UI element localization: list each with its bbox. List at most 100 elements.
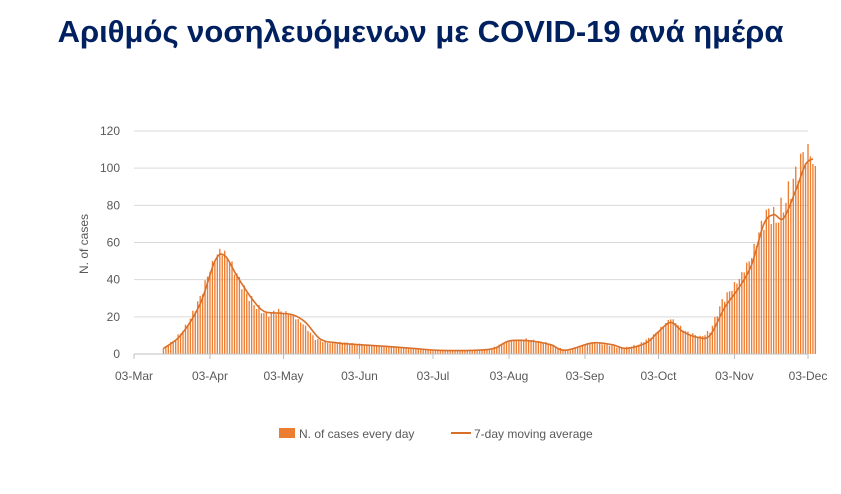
bar-mark (670, 319, 672, 354)
bar-mark (765, 209, 768, 354)
bar-mark (569, 350, 571, 354)
bar-mark (329, 343, 331, 354)
bar-mark (410, 348, 412, 354)
bar-mark (773, 207, 775, 354)
bar-mark (549, 345, 552, 354)
bar-mark (652, 334, 655, 354)
bar-mark (699, 335, 701, 354)
bar-mark (182, 330, 184, 354)
bar-mark (648, 337, 650, 354)
bar-mark (324, 341, 326, 354)
bar-mark (172, 340, 174, 354)
bar-mark (645, 339, 647, 354)
bar-mark (179, 333, 182, 354)
bar-mark (268, 316, 270, 354)
bar-mark (606, 344, 608, 354)
y-tick-label: 40 (107, 273, 121, 287)
bar-mark (307, 331, 309, 354)
bar-mark (567, 349, 569, 354)
bar-mark (447, 350, 449, 354)
bar-mark (299, 322, 302, 354)
bar-mark (199, 295, 201, 354)
bar-mark (231, 261, 233, 354)
bar-mark (527, 339, 530, 354)
bar-mark (572, 349, 574, 354)
bar-mark (420, 348, 422, 354)
bar-mark (481, 350, 483, 354)
bar-mark (474, 350, 476, 354)
bar-mark (486, 349, 488, 354)
bar-mark (576, 347, 579, 354)
y-axis-label: N. of cases (77, 214, 91, 274)
bar-mark (557, 347, 559, 354)
bar-mark (250, 296, 253, 354)
bar-mark (349, 343, 351, 354)
bar-mark (532, 339, 535, 354)
bar-mark (513, 339, 515, 354)
bar-mark (432, 349, 434, 354)
bar-mark (716, 316, 718, 354)
bar-mark (554, 346, 557, 354)
bar-mark (361, 344, 363, 354)
bar-mark (564, 349, 567, 354)
bar-mark (520, 339, 522, 354)
bar-mark (456, 350, 459, 354)
x-tick-label: 03-Jul (417, 369, 450, 383)
bar-mark (366, 344, 368, 354)
y-tick-label: 20 (107, 310, 121, 324)
bar-mark (547, 343, 549, 354)
x-tick-label: 03-Sep (566, 369, 605, 383)
bar-mark (540, 341, 542, 354)
bar-mark (395, 347, 397, 354)
bar-mark (660, 326, 662, 354)
bar-mark (608, 345, 611, 354)
bar-mark (449, 350, 451, 354)
bar-mark (518, 339, 520, 354)
bar-mark (635, 345, 638, 354)
bar-mark (552, 344, 554, 354)
bar-mark (429, 349, 432, 354)
bar-mark (378, 345, 380, 354)
bar-mark (309, 332, 312, 354)
bar-mark (464, 350, 466, 354)
x-tick-label: 03-Mar (115, 369, 153, 383)
bar-mark (488, 349, 491, 354)
bar-mark (385, 345, 388, 354)
bar-mark (775, 222, 777, 354)
bar-mark (530, 339, 532, 354)
bar-mark (743, 272, 745, 354)
bar-mark (665, 323, 667, 354)
bar-mark (356, 344, 358, 354)
chart-title: Αριθμός νοσηλευόμενων με COVID-19 ανά ημ… (57, 14, 784, 49)
bar-mark (197, 301, 199, 354)
bar-mark (728, 291, 731, 354)
bar-mark (165, 346, 167, 354)
bar-mark (719, 306, 721, 354)
bar-mark (412, 347, 415, 354)
bar-mark (689, 334, 692, 354)
bar-mark (804, 162, 807, 354)
bar-mark (451, 350, 454, 354)
bar-mark (802, 152, 804, 354)
bar-mark (314, 339, 317, 354)
bar-mark (226, 258, 228, 354)
bar-mark (466, 350, 468, 354)
bar-mark (483, 350, 486, 354)
bar-mark (542, 343, 544, 354)
bar-mark (623, 348, 625, 354)
bar-mark (758, 232, 760, 354)
bar-mark (317, 338, 319, 354)
bar-mark (375, 345, 378, 354)
bar-mark (295, 319, 297, 354)
bar-mark (508, 340, 510, 354)
bar-mark (285, 311, 287, 354)
bar-mark (471, 349, 473, 354)
bar-mark (353, 343, 356, 354)
bar-mark (677, 325, 679, 354)
bar-mark (574, 348, 576, 354)
bar-mark (336, 342, 339, 354)
bar-mark (469, 350, 471, 354)
bar-mark (383, 346, 385, 354)
bar-mark (211, 260, 214, 354)
